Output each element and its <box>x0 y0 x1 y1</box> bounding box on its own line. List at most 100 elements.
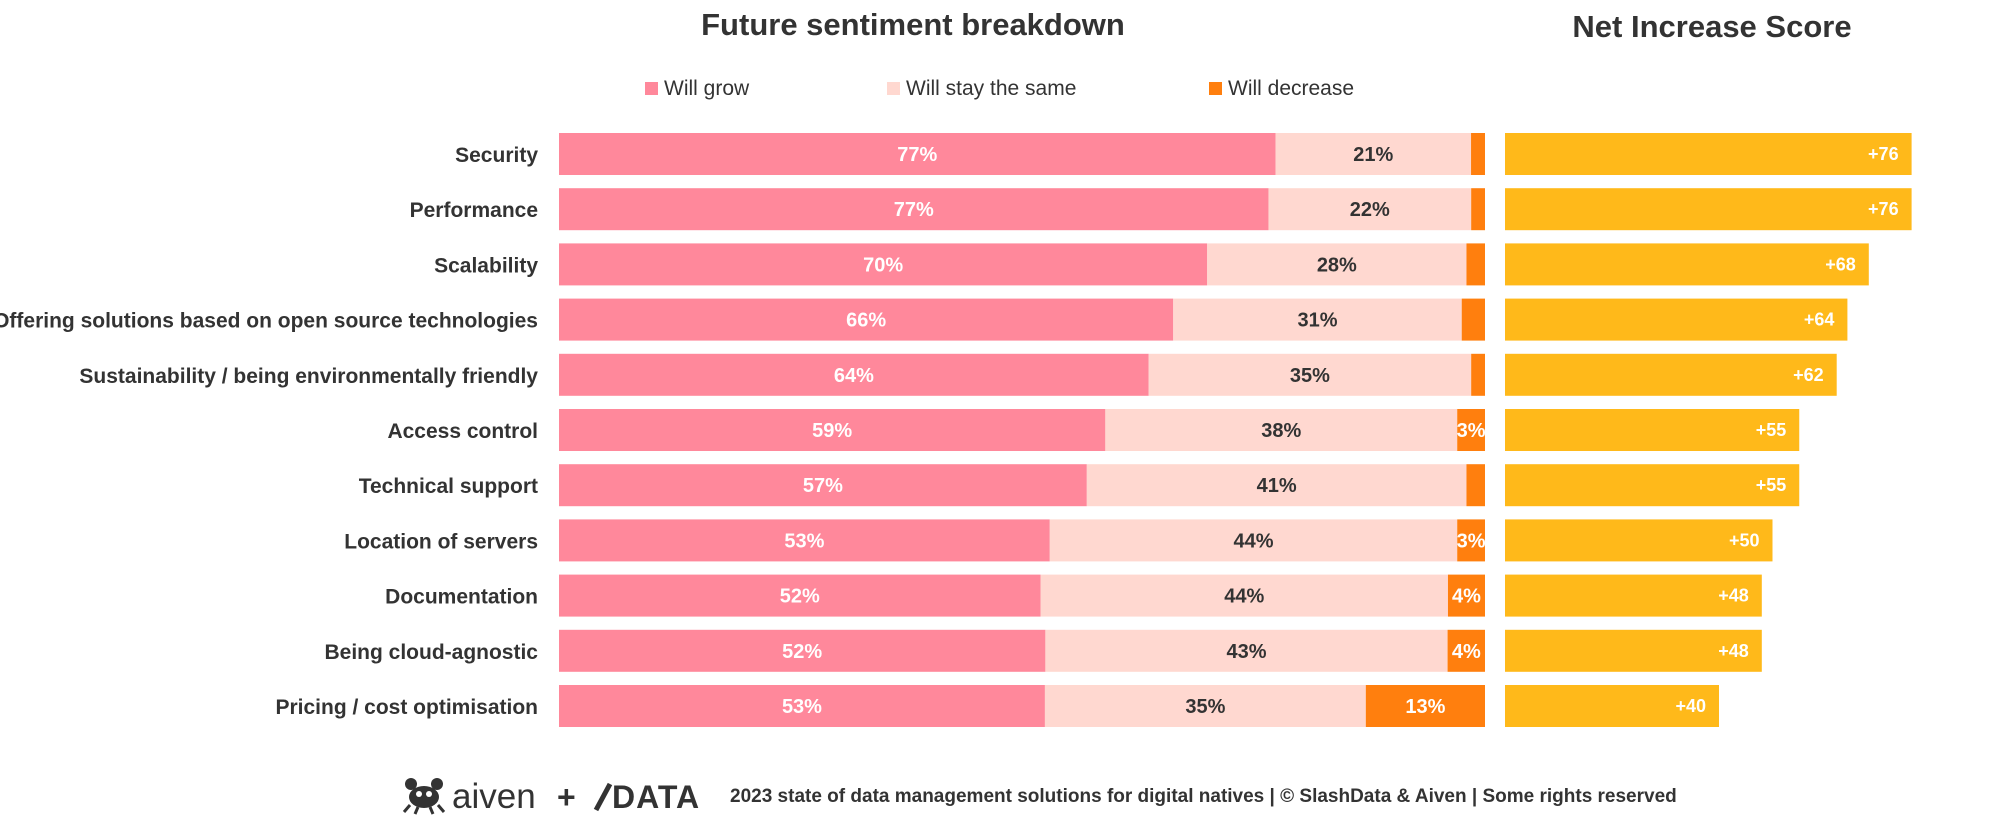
net-score-label: +68 <box>1825 254 1856 274</box>
category-label: Offering solutions based on open source … <box>0 310 538 333</box>
bar-will-grow <box>559 298 1174 341</box>
data-label-will-decrease: 4% <box>1452 641 1481 663</box>
data-label-will-decrease: 3% <box>1457 530 1486 552</box>
data-label-will-decrease: 4% <box>1452 586 1481 608</box>
bar-will-decrease <box>1466 243 1485 286</box>
net-score-label: +64 <box>1804 310 1835 330</box>
net-score-label: +50 <box>1729 530 1760 550</box>
bar-will-stay-the-same <box>1105 409 1458 451</box>
net-score-bar <box>1505 464 1800 507</box>
net-score-bar <box>1505 519 1773 562</box>
net-score-label: +55 <box>1756 475 1787 495</box>
data-label-will-stay-the-same: 35% <box>1290 365 1330 387</box>
chart-title-net-increase: Net Increase Score <box>1572 9 1851 44</box>
bar-will-decrease <box>1466 464 1485 507</box>
bar-will-grow <box>559 685 1045 727</box>
bar-will-grow <box>559 629 1046 672</box>
data-label-will-grow: 53% <box>782 696 822 718</box>
category-label: Scalability <box>434 254 538 277</box>
slashdata-logo-icon <box>593 782 613 812</box>
bar-will-grow <box>559 409 1106 451</box>
data-label-will-grow: 77% <box>894 199 934 221</box>
data-label-will-grow: 59% <box>812 420 852 442</box>
bar-will-stay-the-same <box>1207 243 1467 286</box>
legend-label-will-grow: Will grow <box>664 77 750 100</box>
data-label-will-grow: 52% <box>780 586 820 608</box>
bar-will-decrease <box>1365 685 1485 727</box>
stacked-bars: 77% 21% 77% 22% 70% 28% 66% 31% 64% 35% 59% 38% 3% 57… <box>559 133 1486 727</box>
net-score-bar <box>1505 133 1912 175</box>
net-score-label: +76 <box>1868 144 1899 164</box>
bar-will-decrease <box>1447 629 1485 672</box>
data-label-will-grow: 70% <box>863 254 903 276</box>
net-score-bar <box>1505 298 1848 341</box>
chart-title-sentiment: Future sentiment breakdown <box>701 7 1125 42</box>
category-label: Location of servers <box>344 530 538 553</box>
bar-will-grow <box>559 574 1041 617</box>
category-label: Security <box>455 144 538 167</box>
bar-will-decrease <box>1471 133 1485 175</box>
category-label: Access control <box>387 420 538 443</box>
net-score-bars: +76 +76 +68 +64 +62 +55 +55 +50 +48 +48 +40 <box>1505 133 1912 727</box>
bar-will-decrease <box>1461 298 1485 341</box>
bar-will-stay-the-same <box>1148 353 1472 396</box>
data-label-will-stay-the-same: 31% <box>1297 310 1337 332</box>
net-score-bar <box>1505 353 1837 396</box>
bar-will-stay-the-same <box>1049 519 1458 562</box>
data-label-will-stay-the-same: 41% <box>1257 475 1297 497</box>
data-label-will-stay-the-same: 44% <box>1224 586 1264 608</box>
data-label-will-stay-the-same: 38% <box>1261 420 1301 442</box>
bar-will-grow <box>559 519 1050 562</box>
data-label-will-decrease: 13% <box>1405 696 1445 718</box>
data-label-will-grow: 66% <box>846 310 886 332</box>
bar-will-grow <box>559 464 1087 507</box>
bar-will-grow <box>559 243 1208 286</box>
bar-will-decrease <box>1471 188 1485 231</box>
data-label-will-grow: 57% <box>803 475 843 497</box>
net-score-label: +40 <box>1675 696 1706 716</box>
bar-will-grow <box>559 353 1149 396</box>
data-label-will-stay-the-same: 43% <box>1226 641 1266 663</box>
data-label-will-stay-the-same: 21% <box>1353 144 1393 166</box>
bar-will-stay-the-same <box>1268 188 1472 231</box>
legend-swatch-will-stay-the-same <box>887 82 900 95</box>
net-score-label: +76 <box>1868 199 1899 219</box>
bar-will-decrease <box>1457 519 1485 562</box>
category-label: Documentation <box>385 586 538 609</box>
net-score-label: +55 <box>1756 420 1787 440</box>
category-label: Being cloud-agnostic <box>324 641 538 664</box>
bar-will-stay-the-same <box>1044 685 1366 727</box>
bar-will-decrease <box>1447 574 1485 617</box>
net-score-label: +48 <box>1718 641 1749 661</box>
net-score-bar <box>1505 685 1719 727</box>
footer-plus: + <box>557 779 576 815</box>
bar-will-stay-the-same <box>1086 464 1467 507</box>
category-label: Technical support <box>359 475 538 498</box>
data-label-will-grow: 64% <box>834 365 874 387</box>
bar-will-decrease <box>1471 353 1485 396</box>
footer-copyright: 2023 state of data management solutions … <box>730 786 1677 807</box>
slashdata-logo-text: DATA <box>612 779 700 815</box>
data-label-will-stay-the-same: 35% <box>1185 696 1225 718</box>
data-label-will-decrease: 3% <box>1457 420 1486 442</box>
bar-will-stay-the-same <box>1275 133 1472 175</box>
bar-will-stay-the-same <box>1040 574 1448 617</box>
legend-swatch-will-decrease <box>1209 82 1222 95</box>
legend-label-will-decrease: Will decrease <box>1228 77 1354 100</box>
legend-label-will-stay-the-same: Will stay the same <box>906 77 1076 100</box>
category-labels: Security Performance Scalability Offering s… <box>0 144 538 719</box>
net-score-bar <box>1505 409 1800 451</box>
aiven-logo-text: aiven <box>452 777 536 816</box>
data-label-will-stay-the-same: 22% <box>1350 199 1390 221</box>
net-score-label: +48 <box>1718 586 1749 606</box>
net-score-bar <box>1505 574 1762 617</box>
data-label-will-stay-the-same: 28% <box>1317 254 1357 276</box>
category-label: Performance <box>410 199 538 222</box>
category-label: Sustainability / being environmentally f… <box>79 365 538 388</box>
category-label: Pricing / cost optimisation <box>275 696 538 719</box>
bar-will-decrease <box>1457 409 1485 451</box>
net-score-bar <box>1505 629 1762 672</box>
crab-icon <box>402 778 446 815</box>
net-score-label: +62 <box>1793 365 1824 385</box>
bar-will-stay-the-same <box>1173 298 1462 341</box>
